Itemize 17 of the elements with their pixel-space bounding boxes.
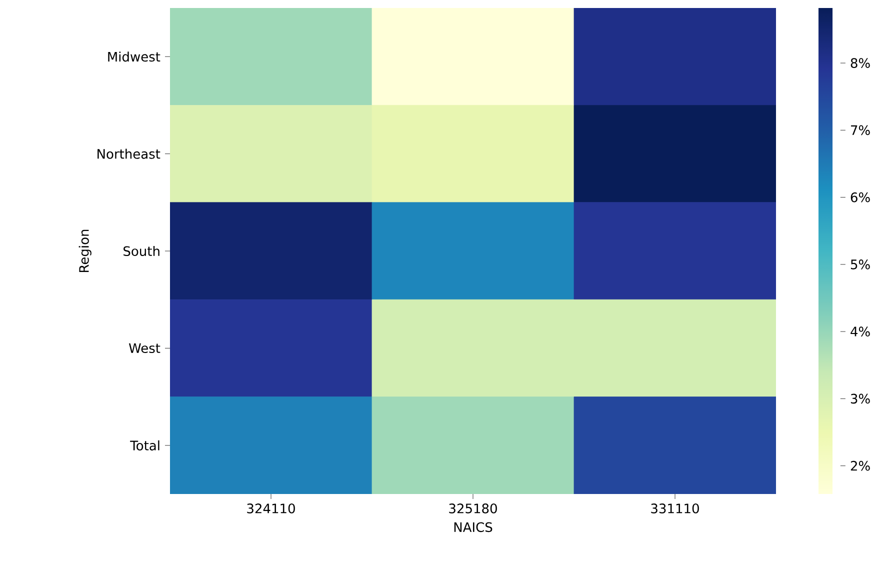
x-axis-title: NAICS [454, 522, 492, 532]
color-bar-label: 4% [850, 326, 870, 336]
y-tick-label: Total [130, 440, 160, 450]
color-bar-label: 2% [850, 460, 870, 471]
y-axis-title: Region [78, 230, 92, 272]
color-bar-label: 6% [850, 192, 870, 202]
y-tick-label: Midwest [108, 52, 160, 62]
color-bar-label: 7% [851, 125, 870, 136]
x-tick-label: 324110 [247, 504, 295, 514]
color-bar-label: 3% [850, 394, 870, 404]
color-bar-label: 8% [850, 58, 870, 68]
x-tick-label: 331110 [651, 504, 699, 514]
y-tick-label: South [124, 246, 160, 256]
x-tick-label: 325180 [449, 504, 497, 514]
color-bar-label: 5% [850, 260, 870, 270]
y-tick-label: Northeast [98, 148, 160, 159]
y-tick-label: West [128, 343, 160, 354]
